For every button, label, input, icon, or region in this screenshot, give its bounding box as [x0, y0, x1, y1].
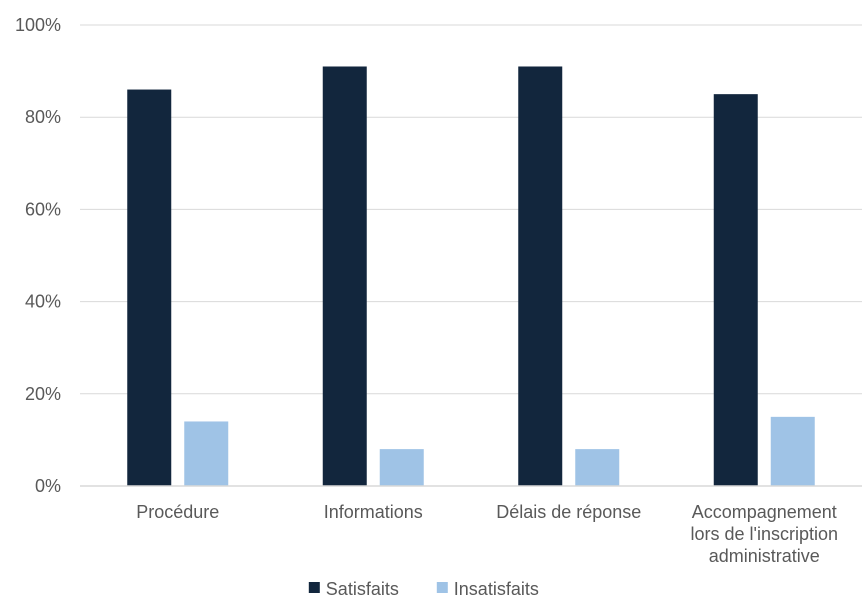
y-axis-ticks: 0% 20% 40% 60% 80% 100%: [15, 15, 61, 496]
y-tick-label: 60%: [25, 199, 61, 219]
legend: Satisfaits Insatisfaits: [308, 579, 539, 599]
bar-satisfaits-2: [518, 66, 563, 487]
y-tick-label: 0%: [35, 476, 61, 496]
bar-satisfaits-3: [713, 94, 758, 487]
x-category-label: Procédure: [136, 502, 219, 522]
x-category-label: Délais de réponse: [496, 502, 641, 522]
y-tick-label: 100%: [15, 15, 61, 35]
bar-insatisfaits-1: [379, 449, 424, 486]
bars: [127, 66, 815, 487]
y-tick-label: 20%: [25, 384, 61, 404]
x-category-label: Accompagnement lors de l'inscription admin…: [691, 502, 839, 566]
legend-label-satisfaits: Satisfaits: [326, 579, 399, 599]
legend-swatch-satisfaits: [308, 582, 320, 593]
bar-insatisfaits-3: [770, 416, 815, 486]
y-tick-label: 80%: [25, 107, 61, 127]
x-category-label: Informations: [324, 502, 423, 522]
legend-label-insatisfaits: Insatisfaits: [454, 579, 539, 599]
bar-satisfaits-0: [127, 89, 172, 486]
bar-satisfaits-1: [322, 66, 367, 487]
legend-swatch-insatisfaits: [436, 582, 448, 593]
bar-insatisfaits-0: [184, 421, 229, 486]
y-tick-label: 40%: [25, 292, 61, 312]
x-axis-labels: Procédure Informations Délais de réponse Ac…: [136, 502, 838, 566]
bar-insatisfaits-2: [575, 449, 620, 486]
